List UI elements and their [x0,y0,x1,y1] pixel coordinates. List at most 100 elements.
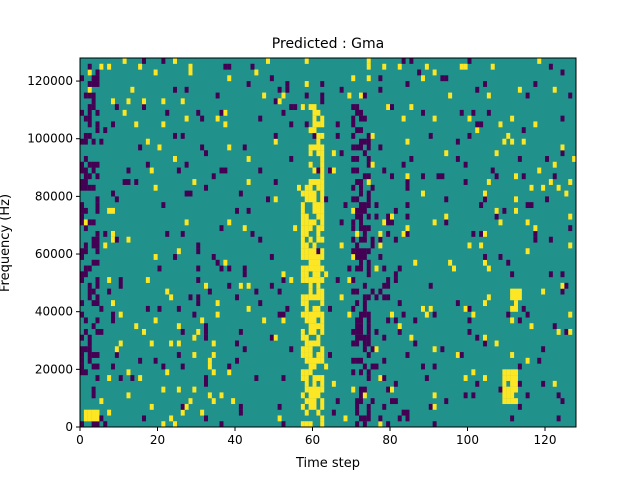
heatmap-cell-low [95,375,100,381]
heatmap-cell-high [320,150,325,157]
heatmap-cell-low [382,375,387,381]
heatmap-cell-low [91,104,96,110]
heatmap-cell-low [207,288,212,295]
heatmap-cell-high [510,138,515,145]
heatmap-cell-high [514,300,518,307]
heatmap-cell-low [560,271,565,278]
heatmap-cell-high [444,213,449,220]
heatmap-cell-low [196,109,201,116]
heatmap-cell-low [366,352,371,358]
heatmap-cell-low [366,225,371,232]
heatmap-cell-high [87,69,92,76]
heatmap-cell-high [320,380,325,387]
plot-area [79,57,577,428]
heatmap-cell-low [95,121,100,128]
heatmap-cell-low [359,144,363,151]
heatmap-cell-high [308,196,313,203]
heatmap-cell-high [483,259,487,266]
heatmap-cell-high [316,409,321,416]
heatmap-cell-low [328,305,332,312]
heatmap-cell-low [95,109,100,116]
heatmap-cell-high [161,121,166,128]
heatmap-cell-high [312,104,317,110]
heatmap-cell-high [316,386,321,393]
heatmap-cell-high [300,271,305,278]
heatmap-cell-low [355,421,360,428]
heatmap-cell-high [529,323,534,330]
heatmap-cell-low [355,323,360,330]
heatmap-cell-low [362,230,367,237]
x-tick-label: 0 [76,433,84,447]
heatmap-cell-low [517,156,522,162]
heatmap-cell-low [366,271,371,278]
heatmap-cell-high [320,144,325,151]
heatmap-cell-low [362,150,367,157]
heatmap-cell-low [83,248,88,255]
heatmap-cell-low [355,265,360,272]
heatmap-cell-high [300,202,305,209]
heatmap-cell-high [153,69,158,76]
heatmap-cell-high [304,375,309,381]
heatmap-cell-low [80,248,84,255]
heatmap-cell-low [405,184,410,191]
heatmap-cell-high [300,219,305,226]
heatmap-cell-low [285,86,290,93]
heatmap-cell-low [355,109,360,116]
heatmap-cell-low [405,352,410,358]
heatmap-cell-low [444,219,449,226]
heatmap-cell-high [300,311,305,318]
heatmap-cell-high [494,340,499,347]
heatmap-cell-high [510,288,515,295]
heatmap-cell-low [99,328,104,335]
heatmap-cell-low [87,340,92,347]
heatmap-cell-low [223,63,228,70]
heatmap-cell-high [366,179,371,185]
heatmap-cell-high [149,403,154,410]
heatmap-cell-low [83,317,88,324]
heatmap-cell-high [304,346,309,353]
heatmap-cell-high [355,230,360,237]
heatmap-cell-low [351,156,356,162]
heatmap-cell-low [95,317,100,324]
heatmap-cell-low [91,184,96,191]
heatmap-cell-low [320,98,325,105]
heatmap-cell-low [440,75,445,82]
heatmap-cell-high [506,132,511,139]
heatmap-cell-low [80,161,84,168]
heatmap-cell-high [564,190,569,197]
heatmap-cell-high [304,265,309,272]
heatmap-cell-high [277,98,282,105]
heatmap-cell-low [91,236,96,243]
heatmap-cell-high [312,144,317,151]
heatmap-cell-low [269,334,274,341]
heatmap-cell-low [494,213,499,220]
heatmap-cell-high [421,190,425,197]
heatmap-cell-high [149,167,154,174]
heatmap-cell-high [138,375,143,381]
heatmap-cell-low [545,156,549,162]
heatmap-cell-low [281,109,286,116]
heatmap-cell-low [246,81,251,87]
heatmap-cell-high [308,403,313,410]
heatmap-cell-low [428,282,433,289]
heatmap-cell-low [80,109,84,116]
heatmap-cell-low [343,202,348,209]
heatmap-cell-high [145,138,150,145]
heatmap-cell-low [463,392,468,399]
heatmap-cell-low [126,167,131,174]
heatmap-cell-low [355,403,360,410]
heatmap-cell-low [362,311,367,318]
heatmap-cell-low [362,386,367,393]
heatmap-cell-high [405,173,410,180]
heatmap-cell-high [533,225,538,232]
heatmap-cell-high [316,150,321,157]
heatmap-cell-high [320,196,325,203]
heatmap-cell-high [308,386,313,393]
heatmap-cell-high [308,277,313,283]
heatmap-cell-high [486,265,491,272]
heatmap-cell-high [87,415,92,422]
heatmap-cell-low [359,213,363,220]
heatmap-cell-high [405,138,410,145]
heatmap-cell-high [223,121,228,128]
heatmap-cell-low [114,236,119,243]
